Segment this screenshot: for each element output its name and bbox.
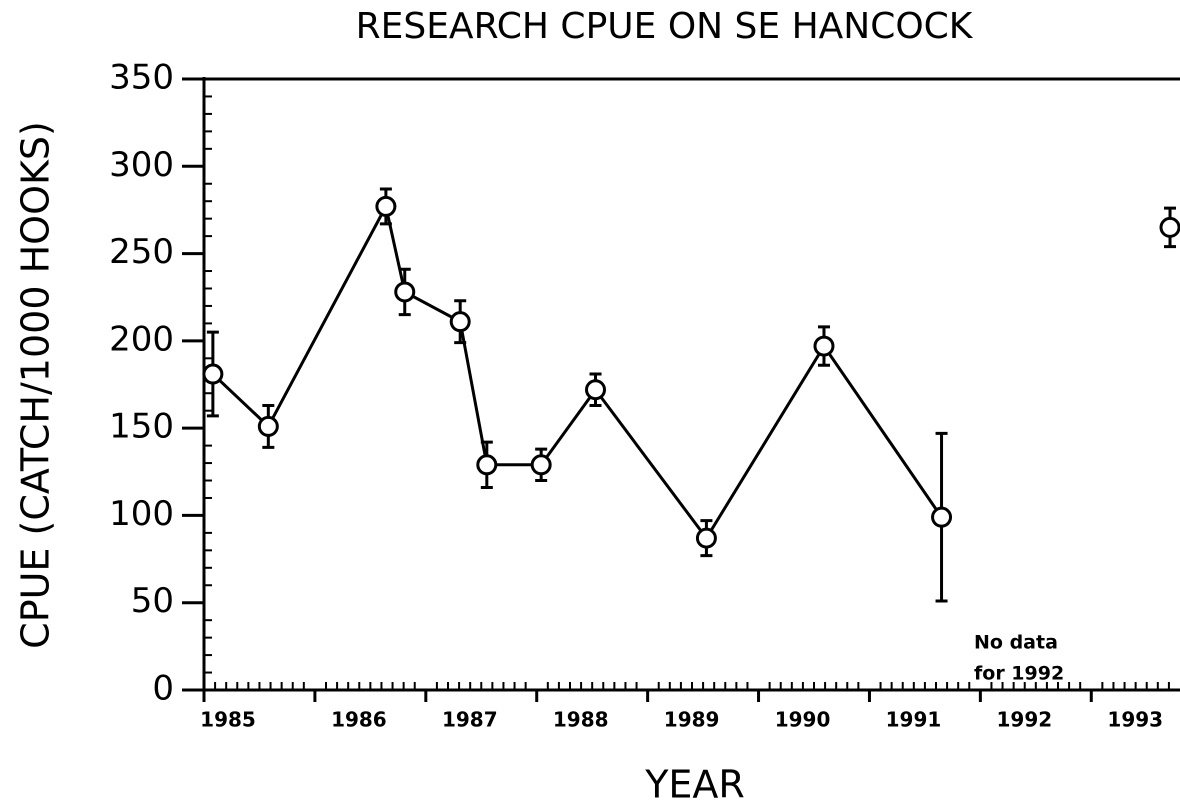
x-tick-label: 1987 — [442, 708, 498, 732]
data-point — [257, 415, 279, 437]
y-tick-label: 0 — [152, 669, 174, 709]
data-point — [1159, 216, 1180, 238]
x-axis-label: YEAR — [644, 763, 745, 804]
x-tick-label: 1985 — [200, 708, 256, 732]
data-point — [585, 379, 607, 401]
y-tick-label: 250 — [109, 232, 174, 272]
data-line — [213, 206, 1170, 538]
x-tick-label: 1991 — [886, 708, 942, 732]
x-tick-label: 1988 — [553, 708, 609, 732]
data-point — [449, 311, 471, 333]
y-tick-label: 200 — [109, 319, 174, 359]
y-tick-label: 50 — [131, 581, 174, 621]
x-tick-label: 1990 — [775, 708, 831, 732]
data-point — [530, 454, 552, 476]
y-tick-label: 350 — [109, 58, 174, 98]
x-tick-label: 1986 — [331, 708, 387, 732]
data-point — [394, 281, 416, 303]
y-tick-label: 150 — [109, 407, 174, 447]
data-point — [695, 527, 717, 549]
y-tick-label: 300 — [109, 145, 174, 185]
y-tick-label: 100 — [109, 494, 174, 534]
data-point — [476, 454, 498, 476]
data-point — [202, 363, 224, 385]
chart-title: RESEARCH CPUE ON SE HANCOCK — [356, 6, 974, 47]
y-axis-label: CPUE (CATCH/1000 HOOKS) — [14, 121, 58, 649]
data-point — [813, 335, 835, 357]
annotation: No data — [974, 632, 1058, 654]
x-tick-label: 1992 — [997, 708, 1053, 732]
data-point — [375, 195, 397, 217]
x-tick-label: 1993 — [1107, 708, 1163, 732]
annotation: for 1992 — [974, 663, 1064, 685]
data-point — [931, 506, 953, 528]
x-tick-label: 1989 — [664, 708, 720, 732]
